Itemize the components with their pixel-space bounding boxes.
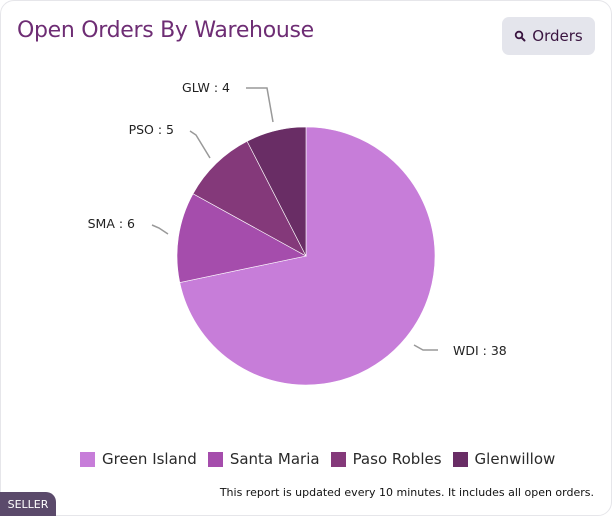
legend-label: Paso Robles — [352, 450, 442, 468]
legend-swatch — [207, 451, 223, 467]
report-footnote: This report is updated every 10 minutes.… — [219, 486, 594, 499]
pie-slice-sma[interactable] — [176, 193, 307, 283]
orders-button[interactable]: Orders — [502, 17, 595, 55]
pie-slice-wdi[interactable] — [179, 126, 436, 386]
legend-item-paso-robles[interactable]: Paso Robles — [330, 450, 442, 468]
leader-line — [246, 87, 274, 123]
chart-legend: Green Island Santa Maria Paso Robles Gle… — [80, 450, 566, 468]
leader-line — [151, 224, 169, 235]
legend-swatch — [80, 451, 95, 467]
legend-label: Glenwillow — [474, 450, 556, 468]
data-label-glw: GLW : 4 — [182, 80, 230, 95]
data-label-wdi: WDI : 38 — [453, 343, 507, 358]
data-label-sma: SMA : 6 — [88, 216, 135, 231]
legend-label: Santa Maria — [229, 450, 320, 468]
data-label-pso: PSO : 5 — [129, 122, 174, 137]
legend-item-glenwillow[interactable]: Glenwillow — [452, 450, 556, 468]
orders-button-label: Orders — [532, 27, 583, 45]
legend-swatch — [452, 451, 468, 467]
legend-label: Green Island — [102, 450, 197, 468]
pie-labels: WDI : 38 SMA : 6 PSO : 5 GLW : 4 — [88, 80, 507, 358]
leader-line — [189, 130, 211, 159]
search-icon — [515, 30, 526, 42]
legend-swatch — [330, 451, 346, 467]
seller-badge: SELLER — [0, 492, 56, 516]
pie-slices — [176, 126, 436, 386]
leader-line — [413, 344, 438, 351]
pie-slice-pso[interactable] — [192, 140, 307, 257]
legend-item-green-island[interactable]: Green Island — [80, 450, 197, 468]
legend-item-santa-maria[interactable]: Santa Maria — [207, 450, 320, 468]
pie-slice-glw[interactable] — [246, 126, 307, 257]
page-title: Open Orders By Warehouse — [17, 18, 314, 43]
